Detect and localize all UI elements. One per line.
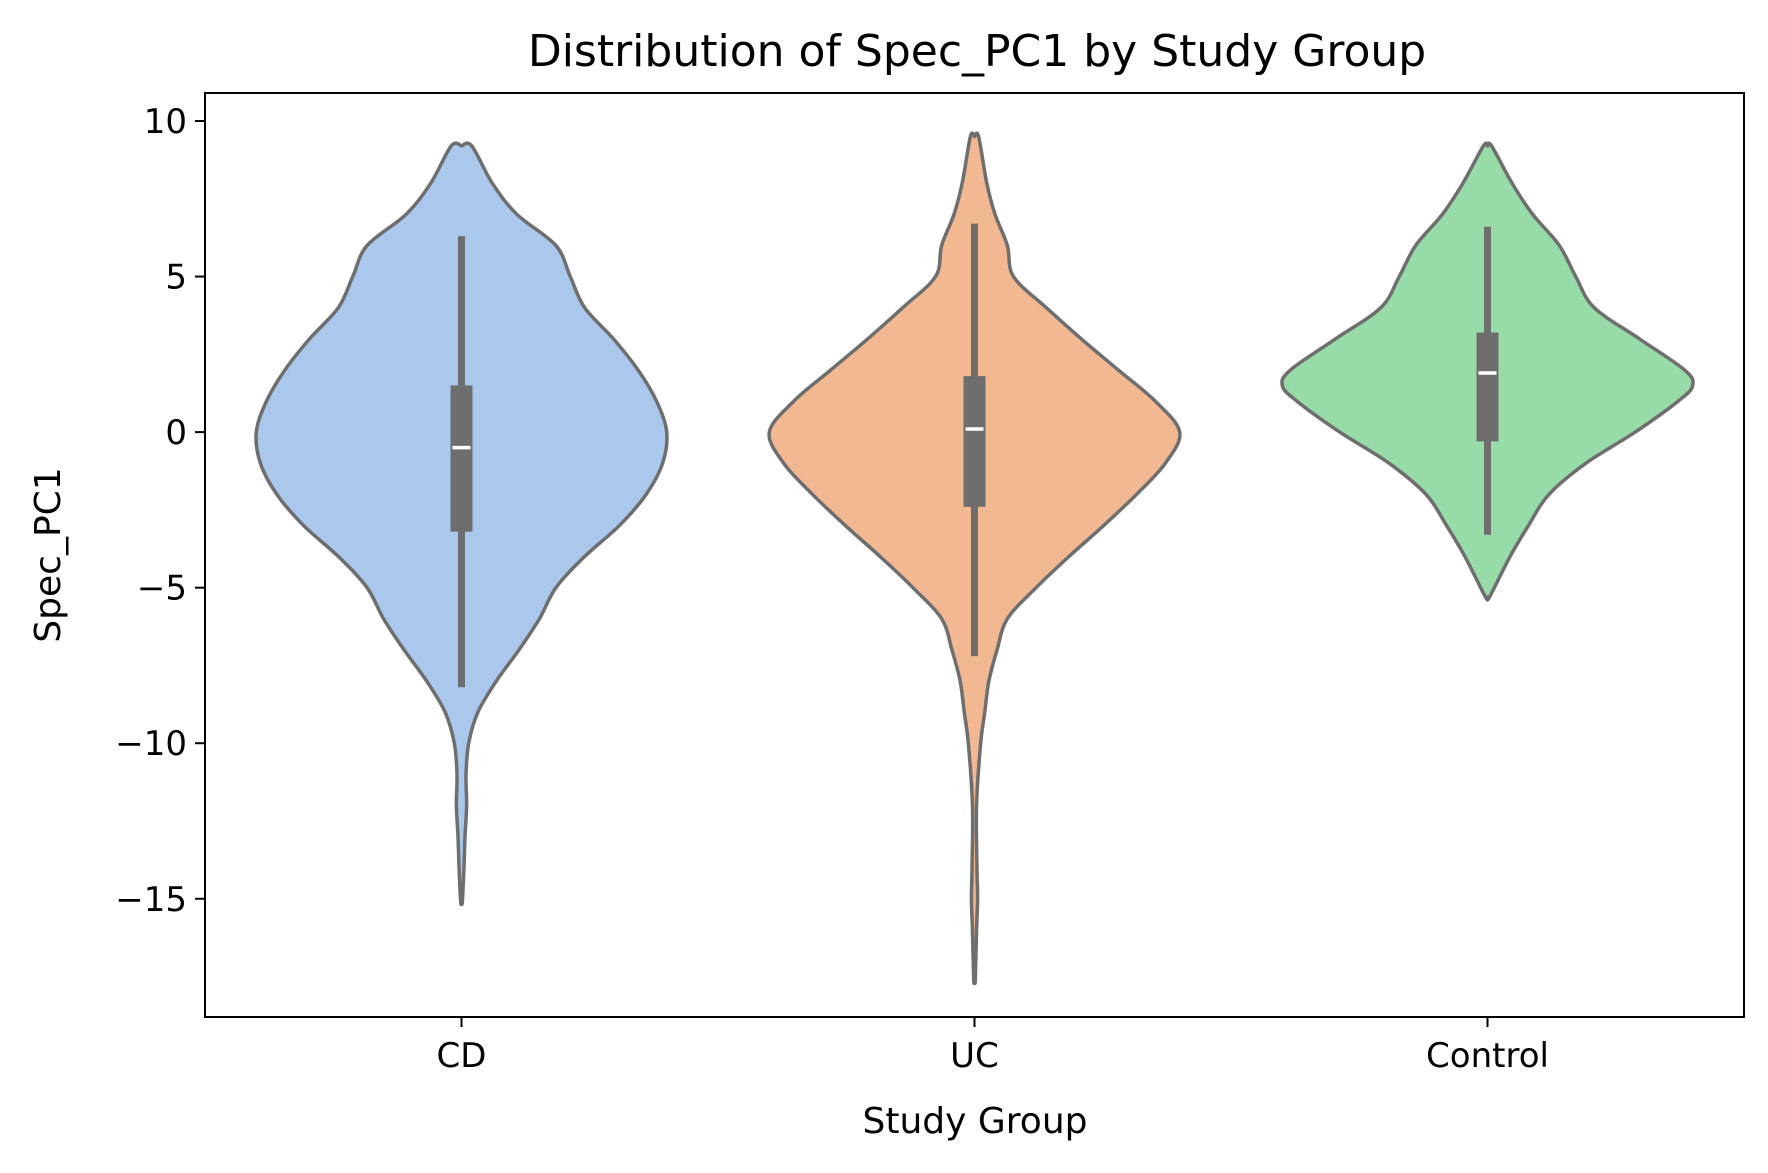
y-tick-label: 10 (144, 102, 187, 142)
iqr-box-control (1476, 332, 1499, 442)
violins-layer (254, 131, 1695, 986)
iqr-box-uc (963, 376, 986, 507)
y-tick-label: 5 (165, 258, 187, 298)
violin-uc (767, 131, 1182, 986)
x-tick-label-cd: CD (437, 1036, 487, 1076)
y-tick-label: −15 (115, 880, 187, 920)
x-tick-label-control: Control (1426, 1036, 1549, 1076)
chart-title: Distribution of Spec_PC1 by Study Group (528, 26, 1426, 77)
y-axis-ticks: 10 5 0 −5 −10 −15 (115, 102, 205, 920)
y-tick-label: 0 (165, 413, 187, 453)
x-tick-label-uc: UC (950, 1036, 999, 1076)
y-axis-label: Spec_PC1 (28, 467, 69, 642)
violin-control (1280, 141, 1695, 602)
iqr-box-cd (450, 385, 473, 532)
y-tick-label: −5 (137, 569, 187, 609)
violin-cd (254, 141, 669, 907)
x-axis-label: Study Group (863, 1101, 1088, 1142)
plot-frame (204, 92, 1745, 1018)
y-tick-label: −10 (115, 724, 187, 764)
x-axis-ticks: CD UC Control (437, 1017, 1549, 1076)
